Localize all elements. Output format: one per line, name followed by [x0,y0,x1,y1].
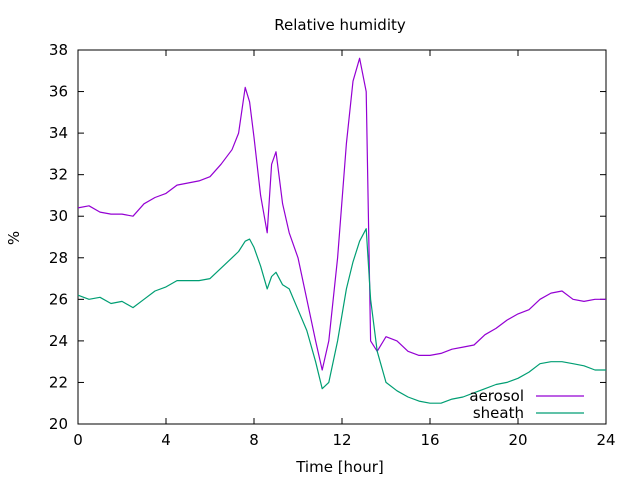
x-tick-label: 24 [596,431,615,449]
x-tick-label: 20 [508,431,527,449]
y-tick-label: 36 [49,83,68,101]
x-tick-label: 12 [332,431,351,449]
legend-label-sheath: sheath [473,404,524,422]
y-axis-title: % [5,231,23,245]
axis-ticks: 0 4 8 12 16 20 24 20 22 24 26 28 30 32 34 36 38 [49,41,616,449]
y-tick-label: 20 [49,415,68,433]
y-tick-label: 34 [49,124,68,142]
x-tick-label: 0 [73,431,83,449]
x-axis-title: Time [hour] [295,458,384,476]
y-tick-label: 38 [49,41,68,59]
y-tick-label: 22 [49,373,68,391]
plot-frame [77,49,607,425]
data-series [77,57,606,404]
y-tick-label: 32 [49,166,68,184]
y-tick-label: 24 [49,332,68,350]
series-line-sheath [77,228,606,404]
chart-title: Relative humidity [274,16,406,34]
legend-label-aerosol: aerosol [469,387,524,405]
y-tick-label: 26 [49,290,68,308]
series-line-aerosol [77,57,606,371]
x-tick-label: 4 [161,431,171,449]
x-tick-label: 8 [249,431,259,449]
x-tick-label: 16 [420,431,439,449]
y-tick-label: 28 [49,249,68,267]
y-tick-label: 30 [49,207,68,225]
